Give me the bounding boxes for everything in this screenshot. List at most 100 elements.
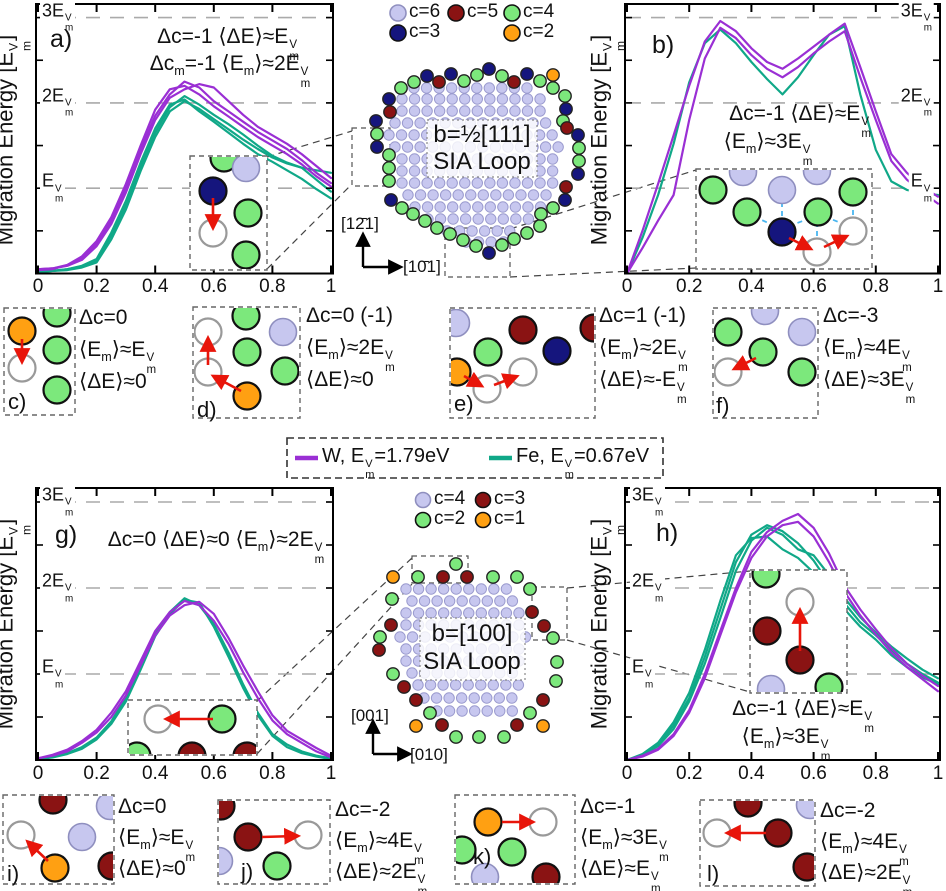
- x-tick-label-g-1: 0.2: [83, 763, 110, 784]
- x-tick-label-a-2: 0.4: [141, 276, 169, 297]
- panel-h-letter: h): [656, 519, 679, 547]
- panel-c-text-2: ⟨ΔE⟩≈0: [79, 370, 147, 393]
- panel-i-text-0: Δc=0: [118, 795, 167, 818]
- cluster-atom-interior: [546, 177, 559, 189]
- cluster-atom-interior: [506, 705, 518, 717]
- cluster-atom-border-G: [472, 730, 486, 744]
- x-tick-label-a-0: 0: [32, 276, 44, 297]
- y-axis-label-0: Migration Energy [EVm]: [0, 35, 34, 246]
- x-tick-label-b-2: 0.4: [738, 276, 765, 297]
- atom-circle-L: [802, 170, 832, 186]
- panel-l-letter: l): [707, 861, 720, 886]
- curve-h-W-4: [625, 520, 940, 760]
- cluster-atom-interior: [452, 189, 464, 201]
- atom-circle-G: [231, 240, 261, 269]
- atom-circle-G: [231, 308, 261, 331]
- panel-d-letter: d): [197, 397, 217, 422]
- top-legend-label-3: c=3: [409, 21, 441, 42]
- atom-circle-L: [756, 674, 786, 692]
- cluster-atom-border-G: [523, 706, 537, 720]
- cluster-atom-interior: [459, 213, 472, 225]
- cluster-atom-interior: [491, 225, 503, 237]
- cluster-atom-interior: [490, 189, 502, 201]
- cluster-atom-border-R: [409, 693, 423, 707]
- x-tick-label-b-4: 0.8: [862, 276, 890, 297]
- plot-frame-b: [624, 3, 941, 275]
- atom-circle-G: [814, 672, 844, 692]
- cluster-atom-interior: [506, 692, 518, 704]
- crystal-axis-v-bottom: [001]: [351, 706, 389, 725]
- panel-i-letter: i): [7, 861, 20, 886]
- cluster-atom-interior: [484, 201, 496, 213]
- cluster-atom-border-R: [383, 105, 397, 119]
- atom-circle-L: [750, 309, 780, 326]
- cluster-atom-interior: [496, 105, 509, 117]
- cluster-atom-interior: [395, 129, 408, 141]
- connector-dashed-line: [509, 169, 697, 230]
- cluster-atom-border-G: [549, 674, 563, 688]
- bottom-legend-atom-c=1: [474, 511, 492, 529]
- atom-circle-L: [728, 170, 758, 187]
- atom-circle-G: [751, 571, 781, 589]
- cluster-atom-interior: [446, 177, 458, 189]
- top-legend-atom-c=6: [389, 4, 407, 22]
- cluster-atom-border-N: [571, 167, 585, 181]
- cluster-atom-border-G: [495, 238, 509, 252]
- jump-arrow: [463, 371, 485, 388]
- top-legend-label-1: c=5: [467, 1, 499, 22]
- cluster-atom-border-N: [420, 69, 434, 83]
- cluster-atom-interior: [481, 692, 493, 704]
- cluster-atom-interior: [445, 82, 458, 94]
- atom-circle-G: [42, 375, 72, 405]
- connector-dashed-line: [266, 183, 353, 270]
- cluster-atom-interior: [509, 93, 521, 105]
- atom-circle-G: [270, 356, 299, 386]
- x-tick-label-h-0: 0: [621, 763, 633, 784]
- x-tick-label-a-4: 0.8: [259, 276, 286, 297]
- atom-circle-R: [531, 862, 561, 883]
- cluster-label-box-bottom: [419, 617, 526, 681]
- crystal-axis-v-top: [12̄1]: [341, 214, 379, 233]
- panel-f-letter: f): [716, 393, 730, 418]
- cluster-atom-interior: [469, 595, 481, 607]
- cluster-atom-border-G: [449, 557, 463, 571]
- curve-a-Fe-2: [36, 98, 333, 273]
- panel-a-letter: a): [50, 25, 73, 53]
- atom-circle-R: [752, 616, 782, 646]
- x-tick-label-g-4: 0.8: [259, 763, 286, 784]
- diagram-mech-c: [3, 307, 76, 416]
- cluster-atom-interior: [515, 189, 527, 201]
- panel-d-text-0: Δc=0 (-1): [306, 304, 393, 327]
- cluster-atom-interior: [433, 93, 446, 105]
- curve-g-Fe-0: [36, 597, 333, 760]
- atom-circle-G: [473, 337, 503, 367]
- cluster-atom-interior: [408, 93, 421, 105]
- cluster-atom-interior: [471, 93, 483, 105]
- y-axis-label-2: Migration Energy [EVm]: [0, 519, 34, 730]
- cluster-atom-interior: [546, 153, 559, 165]
- curve-g-W-3: [36, 600, 333, 760]
- cluster-atom-border-G: [385, 592, 399, 606]
- curve-a-W-3: [36, 80, 333, 271]
- cluster-atom-interior: [401, 141, 414, 153]
- cluster-atom-border-G: [423, 706, 437, 720]
- cluster-atom-border-G: [550, 655, 564, 669]
- cluster-atom-interior: [408, 165, 421, 177]
- x-tick-label-a-1: 0.2: [83, 276, 110, 297]
- cluster-atom-interior: [421, 201, 434, 213]
- x-tick-label-b-5: 1: [932, 276, 944, 297]
